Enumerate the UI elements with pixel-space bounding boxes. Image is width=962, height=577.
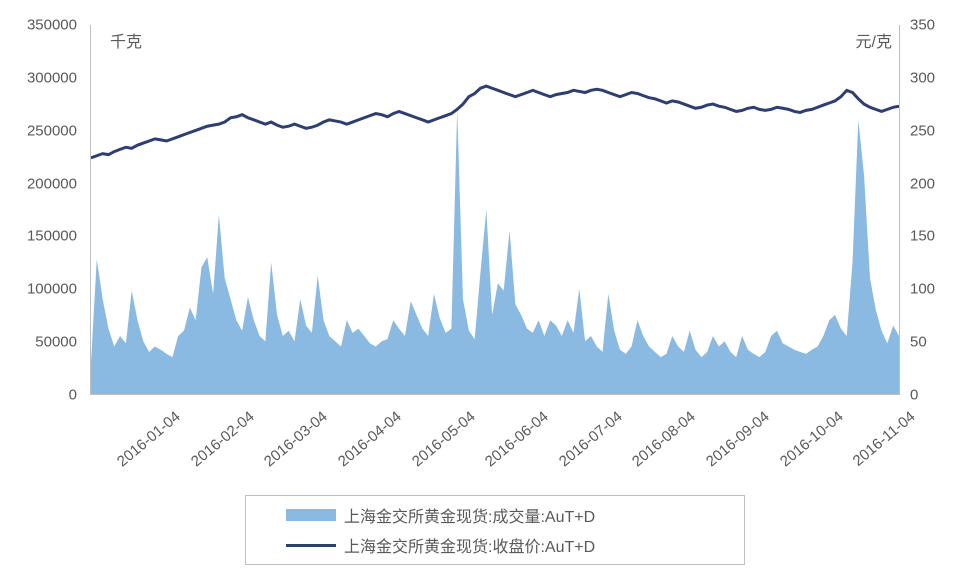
legend-item-price: 上海金交所黄金现货:收盘价:AuT+D <box>286 530 744 560</box>
x-tick: 2016-04-04 <box>335 408 405 470</box>
x-tick: 2016-01-04 <box>114 408 184 470</box>
y-right-tick: 250 <box>910 122 935 139</box>
x-tick: 2016-11-04 <box>850 408 919 470</box>
x-tick: 2016-09-04 <box>703 408 773 470</box>
legend-swatch-area <box>286 509 336 521</box>
y-right-tick: 0 <box>910 387 918 404</box>
legend-item-volume: 上海金交所黄金现货:成交量:AuT+D <box>286 500 744 530</box>
plot-area <box>90 25 900 395</box>
volume-area <box>91 109 899 394</box>
x-tick: 2016-05-04 <box>408 408 478 470</box>
y-left-tick: 300000 <box>27 69 77 86</box>
y-right-tick: 300 <box>910 69 935 86</box>
y-left-tick: 150000 <box>27 228 77 245</box>
y-left-tick: 100000 <box>27 281 77 298</box>
legend: 上海金交所黄金现货:成交量:AuT+D 上海金交所黄金现货:收盘价:AuT+D <box>245 495 745 565</box>
x-tick: 2016-03-04 <box>261 408 331 470</box>
y-axis-left: 0500001000001500002000002500003000003500… <box>10 25 85 395</box>
y-left-tick: 250000 <box>27 122 77 139</box>
y-left-tick: 350000 <box>27 17 77 34</box>
price-line <box>91 86 899 158</box>
x-axis: 2016-01-042016-02-042016-03-042016-04-04… <box>90 400 900 500</box>
legend-label-volume: 上海金交所黄金现货:成交量:AuT+D <box>344 503 595 527</box>
y-right-tick: 150 <box>910 228 935 245</box>
x-tick: 2016-06-04 <box>482 408 552 470</box>
legend-label-price: 上海金交所黄金现货:收盘价:AuT+D <box>344 533 595 557</box>
y-right-tick: 50 <box>910 334 927 351</box>
chart-svg <box>91 25 899 394</box>
chart-container: 千克 元/克 050000100000150000200000250000300… <box>10 10 952 567</box>
y-left-tick: 0 <box>69 387 77 404</box>
y-right-tick: 350 <box>910 17 935 34</box>
legend-swatch-line <box>286 544 336 547</box>
y-left-tick: 200000 <box>27 175 77 192</box>
y-right-tick: 200 <box>910 175 935 192</box>
y-left-tick: 50000 <box>35 334 77 351</box>
x-tick: 2016-02-04 <box>188 408 258 470</box>
y-right-tick: 100 <box>910 281 935 298</box>
y-axis-right: 050100150200250300350 <box>902 25 952 395</box>
x-tick: 2016-07-04 <box>556 408 626 470</box>
x-tick: 2016-10-04 <box>777 408 847 470</box>
x-tick: 2016-08-04 <box>629 408 699 470</box>
